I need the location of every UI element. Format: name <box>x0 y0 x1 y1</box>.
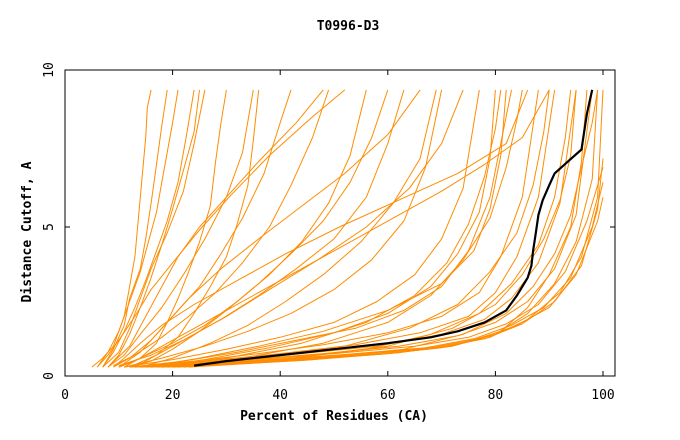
series-line-m17 <box>140 167 604 368</box>
series-line-m26 <box>129 89 464 368</box>
series-line-m36 <box>134 89 260 368</box>
plot-frame <box>64 69 616 377</box>
series-line-m7 <box>113 89 330 367</box>
x-tick-label: 100 <box>591 388 614 403</box>
series-line-m16 <box>140 89 593 368</box>
series-line-m40 <box>102 89 168 368</box>
series-line-m39 <box>107 89 200 368</box>
series-line-m11 <box>124 89 480 368</box>
series-line-m4 <box>102 89 206 368</box>
series-line-m38 <box>140 89 437 368</box>
series-line-m41 <box>177 89 577 368</box>
y-tick-label: 10 <box>42 62 57 78</box>
series-line-m24 <box>107 89 324 368</box>
x-tick-label: 80 <box>488 388 504 403</box>
series-line-m10 <box>124 89 443 368</box>
series-line-m22 <box>167 89 599 368</box>
series-line-m31 <box>156 89 502 368</box>
series-line-m1 <box>91 89 152 368</box>
x-axis-label: Percent of Residues (CA) <box>240 409 428 424</box>
x-tick-label: 20 <box>165 388 181 403</box>
series-line-m33 <box>172 89 550 368</box>
x-tick-label: 60 <box>380 388 396 403</box>
series-line-m27 <box>96 89 346 368</box>
series-line-m30 <box>151 89 496 368</box>
plot-lines <box>91 89 604 368</box>
series-line-m13 <box>129 89 539 368</box>
y-tick-label: 0 <box>42 372 57 380</box>
series-line-m28 <box>113 89 529 368</box>
series-line-m43 <box>118 89 550 368</box>
series-line-m3 <box>102 89 195 368</box>
series-line-m6 <box>113 89 292 368</box>
series-line-m42 <box>188 89 599 368</box>
series-line-m35 <box>123 89 227 368</box>
y-tick-label: 5 <box>42 223 57 231</box>
series-line-m37 <box>129 89 389 368</box>
series-line-m25 <box>118 89 421 368</box>
series-line-m23 <box>172 89 588 368</box>
x-tick-label: 40 <box>272 388 288 403</box>
y-axis-ticks: 0 5 10 <box>42 62 615 380</box>
highlight-series-line <box>193 89 594 367</box>
series-line-m32 <box>161 89 523 368</box>
y-axis-label: Distance Cutoff, A <box>20 161 35 302</box>
series-line-m14 <box>134 89 556 368</box>
x-tick-label: 0 <box>61 388 69 403</box>
chart-title: T0996-D3 <box>317 19 380 34</box>
series-line-m8 <box>118 89 367 368</box>
series-line-m5 <box>107 89 254 368</box>
series-line-m2 <box>96 89 179 368</box>
x-axis-ticks: 0 20 40 60 80 100 <box>61 70 615 403</box>
series-line-m12 <box>129 89 512 368</box>
